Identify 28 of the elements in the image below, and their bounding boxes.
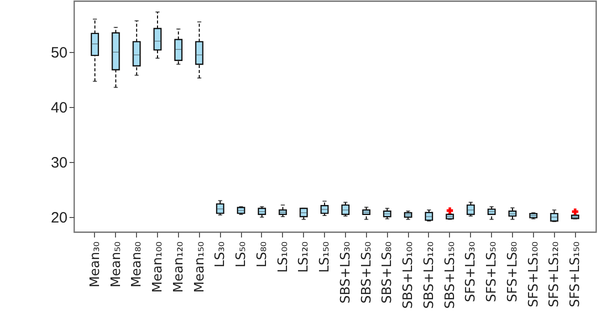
y-tick-label: 50 — [50, 44, 68, 62]
x-tick-label: Mean₈₀ — [130, 242, 145, 288]
x-tick-label: SBS+LS₅₀ — [359, 242, 374, 304]
y-tick-label: 30 — [50, 154, 68, 172]
x-tick-label: SFS+LS₈₀ — [505, 242, 520, 302]
x-tick-label: SBS+LS₁₅₀ — [442, 242, 458, 309]
x-tick-label: SBS+LS₃₀ — [338, 242, 354, 304]
y-tick-label: 40 — [50, 100, 68, 117]
x-tick-label: LS₁₂₀ — [296, 242, 312, 273]
x-tick-label: Mean₃₀ — [88, 242, 103, 288]
x-tick-label: SBS+LS₁₂₀ — [422, 242, 437, 309]
x-tick-label: SFS+LS₁₂₀ — [547, 242, 562, 308]
x-tick-label: Mean₁₂₀ — [171, 242, 186, 293]
x-tick-label: LS₁₀₀ — [276, 242, 291, 273]
x-tick-label: Mean₁₀₀ — [150, 242, 166, 293]
x-tick-label: LS₅₀ — [234, 242, 250, 268]
x-tick-label: LS₃₀ — [213, 242, 228, 268]
y-tick-label: 20 — [50, 210, 68, 227]
x-tick-label: LS₁₅₀ — [318, 242, 333, 273]
x-tick-label: SBS+LS₈₀ — [380, 242, 396, 304]
x-tick-label: SFS+LS₁₀₀ — [526, 242, 542, 308]
x-tick-label: SBS+LS₁₀₀ — [401, 242, 416, 309]
x-tick-label: SFS+LS₅₀ — [484, 242, 500, 302]
x-tick-label: Mean₅₀ — [108, 242, 124, 288]
x-tick-label: SFS+LS₃₀ — [464, 242, 479, 302]
x-tick-label: SFS+LS₁₅₀ — [568, 242, 584, 308]
x-tick-label: Mean₁₅₀ — [192, 242, 208, 293]
x-tick-label: LS₈₀ — [254, 242, 270, 268]
